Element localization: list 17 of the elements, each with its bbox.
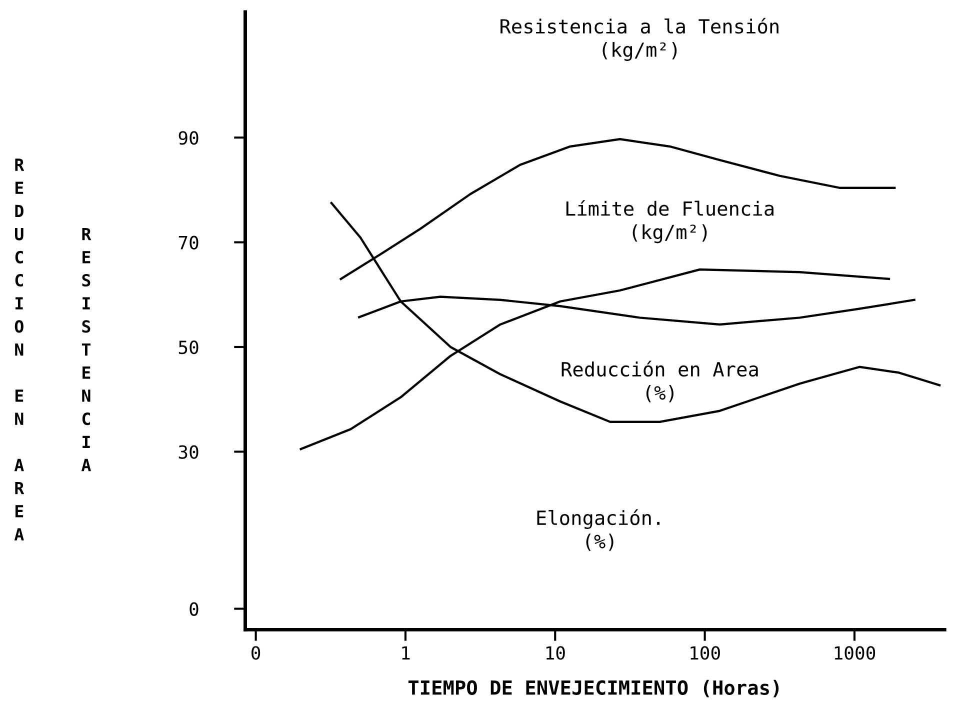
x-tick-label: 10: [546, 646, 565, 660]
y-tick-label: 90: [178, 131, 198, 145]
y-tick-label: 70: [178, 236, 198, 250]
annotation: Resistencia a la Tensión (kg/m²): [500, 18, 778, 61]
annotation: Reducción en Area (%): [562, 360, 758, 402]
annotation: Límite de Fluencia (kg/m²): [566, 200, 774, 244]
y-tick-label: 0: [190, 602, 198, 616]
x-tick-label: 100: [690, 646, 720, 660]
x-tick-label: 1: [402, 646, 410, 660]
y-tick-label: 50: [178, 340, 198, 354]
text: REDUCCION EN AREA: [14, 158, 24, 540]
x-tick-label: 1000: [834, 646, 876, 660]
y-tick-label: 30: [178, 445, 198, 459]
text: RESISTENCIA: [81, 228, 92, 472]
x-axis-title: TIEMPO DE ENVEJECIMIENTO (Horas): [408, 680, 779, 698]
x-tick-label: 0: [252, 646, 260, 660]
annotation: Elongación. (%): [537, 509, 660, 551]
